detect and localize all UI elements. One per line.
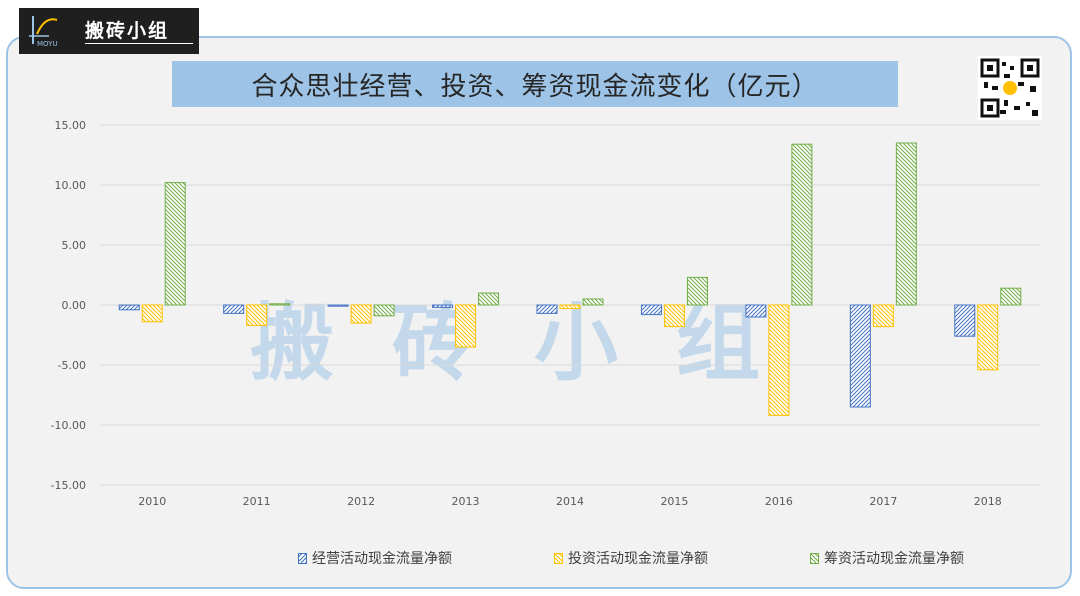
legend-label-investing: 投资活动现金流量净额 [568, 551, 708, 567]
bar [536, 304, 558, 314]
bars [118, 142, 1022, 416]
bar [640, 304, 662, 316]
legend-label-financing: 筹资活动现金流量净额 [824, 551, 964, 567]
bar [164, 182, 186, 306]
y-tick-label: -5.00 [58, 359, 86, 372]
legend-item-operating: 经营活动现金流量净额 [298, 548, 452, 568]
x-tick-label: 2018 [974, 495, 1002, 508]
bar [791, 143, 813, 306]
bar [327, 304, 349, 307]
x-tick-label: 2012 [347, 495, 375, 508]
x-tick-label: 2015 [660, 495, 688, 508]
bar [350, 304, 372, 324]
y-tick-label: -10.00 [51, 419, 86, 432]
legend-label-operating: 经营活动现金流量净额 [312, 551, 452, 567]
x-tick-label: 2010 [138, 495, 166, 508]
bar [895, 142, 917, 306]
legend-item-investing: 投资活动现金流量净额 [554, 548, 708, 568]
bar [977, 304, 999, 371]
bar [118, 304, 140, 311]
bar [954, 304, 976, 337]
bar [432, 304, 454, 308]
bar [141, 304, 163, 323]
y-tick-label: 5.00 [62, 239, 87, 252]
legend-item-financing: 筹资活动现金流量净额 [810, 548, 964, 568]
legend-swatch-financing [810, 552, 819, 564]
y-tick-label: 10.00 [55, 179, 87, 192]
bar [246, 304, 268, 326]
bar [686, 276, 708, 306]
y-tick-label: -15.00 [51, 479, 86, 492]
bar [745, 304, 767, 318]
bar [559, 304, 581, 310]
legend: 经营活动现金流量净额 投资活动现金流量净额 筹资活动现金流量净额 [0, 548, 1080, 568]
bar [663, 304, 685, 328]
x-axis: 2010 2011 2012 2013 2014 2015 2016 2017 2018 [138, 495, 1002, 508]
brand-logo: MOYU 搬砖小组 [19, 8, 199, 54]
bar [269, 303, 291, 306]
logo-sub-text: MOYU [37, 40, 58, 48]
x-tick-label: 2016 [765, 495, 793, 508]
x-tick-label: 2011 [243, 495, 271, 508]
chart-title: 合众思壮经营、投资、筹资现金流变化（亿元） [251, 71, 819, 102]
x-tick-label: 2013 [452, 495, 480, 508]
bar [582, 298, 604, 306]
bar [223, 304, 245, 314]
chart-title-box: 合众思壮经营、投资、筹资现金流变化（亿元） [172, 61, 898, 107]
bar [849, 304, 871, 408]
bar [373, 304, 395, 317]
y-tick-label: 15.00 [55, 119, 87, 132]
bar [768, 304, 790, 416]
y-axis: 15.00 10.00 5.00 0.00 -5.00 -10.00 -15.00 [51, 119, 86, 492]
bar [455, 304, 477, 348]
y-tick-label: 0.00 [62, 299, 87, 312]
logo-divider [85, 43, 193, 44]
bar [872, 304, 894, 328]
qr-code-icon [978, 56, 1042, 120]
bar [478, 292, 500, 306]
legend-swatch-investing [554, 552, 563, 564]
logo-mark-icon: MOYU [29, 16, 58, 48]
x-tick-label: 2017 [869, 495, 897, 508]
bar [1000, 287, 1022, 306]
logo-brand-text: 搬砖小组 [85, 20, 170, 42]
legend-swatch-operating [298, 552, 307, 564]
x-tick-label: 2014 [556, 495, 584, 508]
